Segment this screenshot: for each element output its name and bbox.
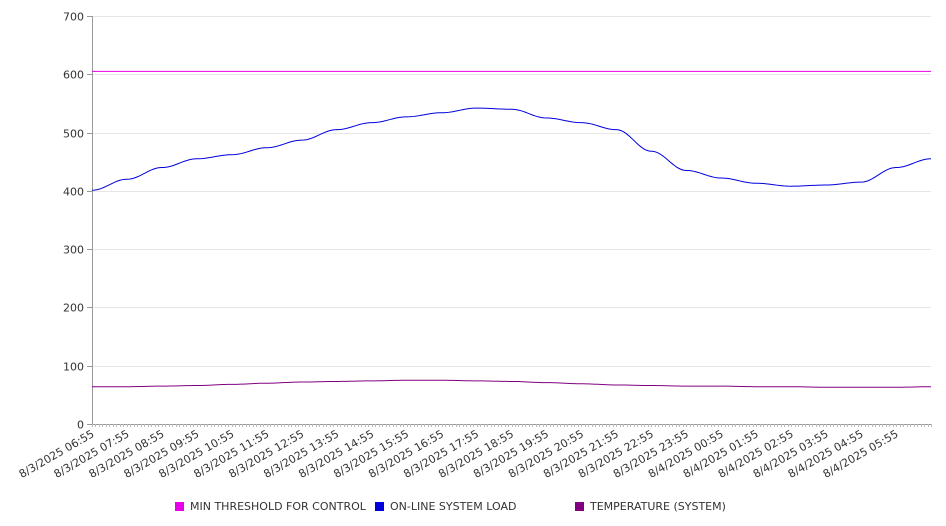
y-tick-label: 100 bbox=[63, 361, 84, 374]
grid-lines bbox=[92, 16, 931, 425]
legend-label-load: ON-LINE SYSTEM LOAD bbox=[390, 499, 517, 513]
legend-swatch-load bbox=[375, 501, 384, 511]
y-tick-label: 200 bbox=[63, 302, 84, 315]
y-axis-ticks: 0 100 200 300 400 500 600 700 bbox=[63, 11, 92, 432]
x-axis-ticks: 8/3/2025 06:558/3/2025 07:558/3/2025 08:… bbox=[17, 424, 932, 481]
series-lines bbox=[91, 70, 932, 388]
y-tick-label: 500 bbox=[63, 128, 84, 141]
legend-item-temperature[interactable]: TEMPERATURE (SYSTEM) bbox=[575, 499, 726, 513]
y-tick-label: 400 bbox=[63, 186, 84, 199]
legend-label-threshold: MIN THRESHOLD FOR CONTROL bbox=[190, 499, 366, 513]
legend-item-load[interactable]: ON-LINE SYSTEM LOAD bbox=[375, 499, 516, 513]
temperature-line bbox=[92, 379, 931, 388]
legend-swatch-threshold bbox=[175, 501, 184, 511]
legend-item-threshold[interactable]: MIN THRESHOLD FOR CONTROL bbox=[175, 499, 366, 513]
axes bbox=[92, 16, 931, 425]
y-tick-label: 600 bbox=[63, 69, 84, 82]
y-tick-label: 0 bbox=[77, 419, 84, 432]
legend-label-temperature: TEMPERATURE (SYSTEM) bbox=[590, 499, 726, 513]
legend-swatch-temperature bbox=[575, 501, 584, 511]
y-tick-label: 700 bbox=[63, 11, 84, 24]
system-load-line bbox=[91, 107, 932, 191]
y-tick-label: 300 bbox=[63, 244, 84, 257]
